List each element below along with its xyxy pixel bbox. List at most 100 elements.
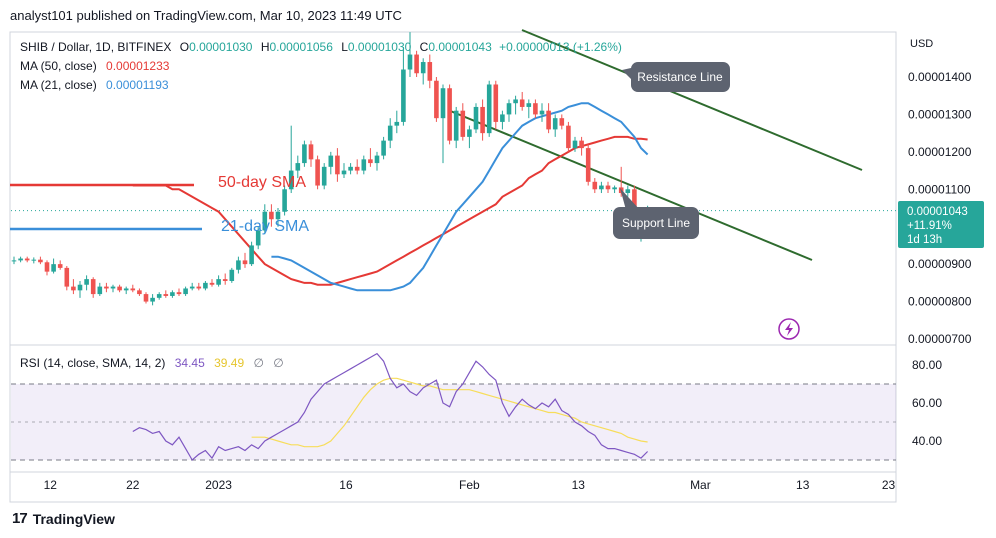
rsi-value: 34.45	[175, 356, 205, 370]
candle-body	[150, 297, 155, 302]
candle-body	[203, 282, 208, 289]
candle-body	[533, 103, 538, 115]
candle-body	[321, 166, 327, 186]
candle-body	[282, 189, 287, 212]
candle-body	[275, 211, 281, 220]
candle-body	[625, 189, 631, 194]
candle-body	[288, 170, 294, 190]
time-tick-label: Feb	[459, 478, 480, 492]
candle-body	[51, 264, 56, 272]
candles-group	[11, 32, 650, 306]
candle-body	[123, 288, 129, 291]
candle-body	[71, 286, 76, 291]
candle-body	[130, 288, 136, 291]
symbol-label: SHIB / Dollar, 1D, BITFINEX	[20, 40, 171, 54]
rsi-hidden-2: ∅	[273, 356, 283, 370]
candle-body	[526, 103, 532, 107]
lightning-icon-glyph	[785, 322, 793, 336]
candle-body	[18, 258, 23, 261]
candle-body	[420, 62, 426, 74]
candle-body	[546, 110, 551, 130]
ma50-value: 0.00001233	[106, 59, 170, 73]
price-tick-label: 0.00000700	[908, 332, 972, 346]
candle-body	[249, 245, 254, 265]
current-price-value: 0.00001043	[907, 206, 968, 218]
rsi-hidden-1: ∅	[253, 356, 263, 370]
ma50-line	[132, 135, 648, 286]
candle-body	[460, 110, 466, 137]
ma21-legend: MA (21, close) 0.00001193	[20, 78, 169, 92]
time-tick-label: 23	[882, 478, 896, 492]
candle-body	[176, 292, 182, 295]
candle-body	[559, 118, 565, 126]
candle-body	[255, 230, 261, 246]
l-value: 0.00001030	[348, 40, 412, 54]
candle-body	[308, 144, 314, 160]
rsi-axis: 80.00 60.00 40.00	[912, 358, 942, 448]
candle-body	[447, 88, 452, 141]
candle-body	[97, 286, 103, 295]
rsi-legend: RSI (14, close, SMA, 14, 2) 34.45 39.49 …	[20, 356, 284, 370]
l-label: L	[341, 40, 348, 54]
candle-body	[592, 181, 598, 190]
candle-body	[295, 163, 301, 171]
time-tick-label: 13	[572, 478, 586, 492]
candle-body	[38, 259, 43, 263]
time-tick-label: 12	[44, 478, 58, 492]
c-value: 0.00001043	[428, 40, 492, 54]
footer-brand-label: TradingView	[32, 510, 115, 527]
candle-body	[163, 294, 169, 296]
candle-body	[209, 282, 215, 285]
candle-body	[361, 159, 367, 171]
candle-body	[480, 106, 485, 134]
candle-body	[335, 155, 340, 175]
candle-body	[486, 84, 492, 134]
footer-brand[interactable]: 17 TradingView	[12, 510, 115, 527]
candle-body	[599, 185, 604, 190]
rsi-tick-label: 40.00	[912, 434, 942, 448]
candle-body	[137, 290, 142, 295]
o-label: O	[180, 40, 189, 54]
candle-body	[341, 170, 347, 175]
candle-body	[500, 114, 505, 122]
price-tick-label: 0.00001200	[908, 145, 972, 159]
current-change-value: +11.91%	[907, 220, 952, 232]
sma21-annotation: 21-day SMA	[221, 218, 309, 235]
candle-body	[229, 269, 235, 281]
time-axis: 12 22 2023 16 Feb 13 Mar 13 23	[44, 478, 896, 492]
candle-body	[440, 88, 446, 119]
support-bubble[interactable]	[613, 207, 699, 239]
time-tick-label: Mar	[690, 478, 711, 492]
countdown-value: 1d 13h	[907, 234, 942, 246]
candle-body	[539, 110, 545, 115]
candle-body	[414, 54, 419, 74]
support-bubble-pointer	[620, 188, 640, 210]
support-line	[447, 109, 813, 261]
candle-body	[605, 185, 611, 190]
candle-body	[44, 262, 50, 272]
h-label: H	[261, 40, 270, 54]
candle-body	[11, 260, 17, 262]
candle-body	[57, 264, 63, 268]
ma50-label: MA (50, close)	[20, 59, 97, 73]
candle-body	[216, 279, 221, 285]
ma50-legend: MA (50, close) 0.00001233	[20, 59, 170, 73]
resistance-bubble[interactable]	[631, 62, 730, 92]
candle-body	[354, 166, 360, 171]
publisher-header: analyst101 published on TradingView.com,…	[10, 8, 402, 23]
candle-body	[467, 129, 472, 137]
c-label: C	[420, 40, 429, 54]
candle-body	[315, 159, 320, 186]
candle-body	[262, 211, 268, 231]
candle-body	[506, 103, 512, 115]
rsi-sma-value: 39.49	[214, 356, 244, 370]
candle-body	[183, 288, 188, 295]
candle-body	[77, 284, 83, 291]
candle-body	[552, 118, 558, 130]
candle-body	[566, 125, 571, 149]
candle-body	[513, 99, 518, 104]
price-tick-label: 0.00001400	[908, 70, 972, 84]
price-axis: 0.00001400 0.00001300 0.00001200 0.00001100…	[908, 70, 972, 346]
time-tick-label: 22	[126, 478, 140, 492]
